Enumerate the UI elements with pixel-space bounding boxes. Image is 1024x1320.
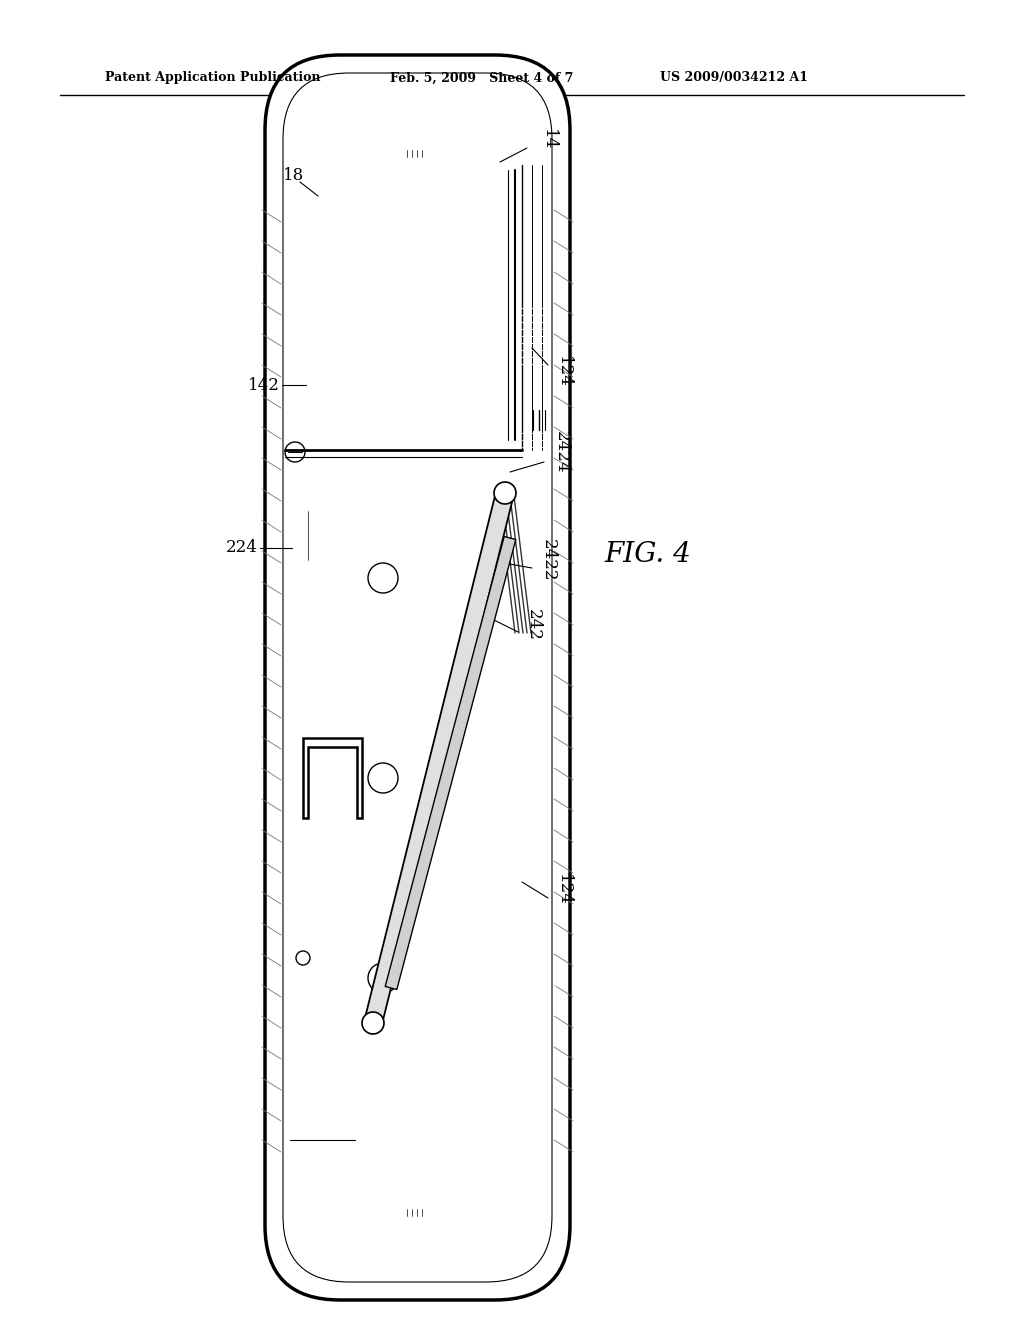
- Bar: [297, 508, 319, 564]
- Bar: [399, 1192, 435, 1222]
- Bar: [301, 265, 471, 380]
- Bar: [520, 430, 558, 482]
- Bar: [295, 480, 518, 1100]
- Text: 2422: 2422: [540, 539, 557, 581]
- Text: 124: 124: [555, 356, 572, 388]
- Bar: [406, 149, 428, 158]
- Polygon shape: [365, 491, 514, 1026]
- Bar: [520, 305, 558, 370]
- Circle shape: [362, 1012, 384, 1034]
- Text: 2424: 2424: [553, 430, 570, 474]
- Bar: [290, 1140, 355, 1175]
- Polygon shape: [385, 536, 516, 990]
- Bar: [360, 1137, 400, 1154]
- Text: 14: 14: [540, 129, 557, 150]
- Text: 142: 142: [248, 376, 280, 393]
- FancyBboxPatch shape: [265, 55, 570, 1300]
- Circle shape: [494, 482, 516, 504]
- Text: Patent Application Publication: Patent Application Publication: [105, 71, 321, 84]
- Polygon shape: [303, 738, 362, 818]
- Bar: [399, 133, 435, 162]
- Text: 18: 18: [283, 166, 304, 183]
- Bar: [403, 1195, 431, 1205]
- Bar: [293, 180, 530, 420]
- Bar: [287, 469, 524, 1110]
- Text: US 2009/0034212 A1: US 2009/0034212 A1: [660, 71, 808, 84]
- Circle shape: [368, 964, 398, 993]
- Text: 224: 224: [226, 540, 258, 557]
- Bar: [520, 1105, 558, 1166]
- Bar: [403, 136, 431, 147]
- Bar: [290, 1129, 527, 1191]
- Circle shape: [368, 763, 398, 793]
- Bar: [406, 1208, 428, 1217]
- Bar: [407, 1137, 447, 1154]
- Bar: [520, 940, 558, 1002]
- Text: 124: 124: [555, 874, 572, 906]
- Text: FIG. 4: FIG. 4: [604, 541, 691, 569]
- Text: 242: 242: [525, 609, 542, 642]
- Bar: [301, 195, 381, 247]
- Text: Feb. 5, 2009   Sheet 4 of 7: Feb. 5, 2009 Sheet 4 of 7: [390, 71, 573, 84]
- Circle shape: [368, 564, 398, 593]
- Bar: [398, 195, 470, 247]
